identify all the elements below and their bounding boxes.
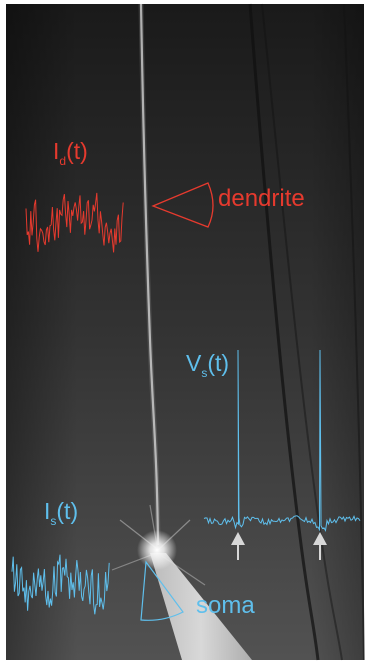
dendrite-current-main: I xyxy=(53,138,60,164)
soma-voltage-main: V xyxy=(186,350,202,376)
dendrite-current-label: Id(t) xyxy=(53,138,88,168)
blood-vessel-outline xyxy=(248,3,320,661)
spike-marker-arrow-1 xyxy=(231,532,245,560)
micrograph-edge-shade xyxy=(6,4,364,660)
soma-current-main: I xyxy=(44,498,51,524)
soma-voltage-label: Vs(t) xyxy=(186,350,230,380)
soma-pipette-cone xyxy=(140,560,184,621)
dendrite-name-label: dendrite xyxy=(218,185,305,212)
patch-pipette xyxy=(150,553,252,660)
spike-marker-arrow-2 xyxy=(313,532,327,560)
dendrite-current-arg: (t) xyxy=(66,138,88,164)
dendrite-current-trace xyxy=(25,192,124,253)
soma-current-label: Is(t) xyxy=(44,498,79,528)
dendrite-current-sub: d xyxy=(59,154,67,168)
apical-dendrite-glow xyxy=(138,3,161,546)
soma-name-label: soma xyxy=(196,592,255,619)
blood-vessel-outline-3 xyxy=(343,3,365,661)
soma-current-arg: (t) xyxy=(56,498,79,524)
dendrite-pipette-cone xyxy=(151,182,214,228)
soma-voltage-trace xyxy=(203,349,361,532)
soma-current-trace xyxy=(11,554,110,615)
soma-voltage-arg: (t) xyxy=(207,350,230,376)
apical-dendrite xyxy=(139,3,160,546)
soma-current-sub: s xyxy=(50,514,57,528)
blood-vessel-outline-2 xyxy=(261,3,343,661)
soma-voltage-sub: s xyxy=(201,366,208,380)
soma-body xyxy=(137,530,177,570)
